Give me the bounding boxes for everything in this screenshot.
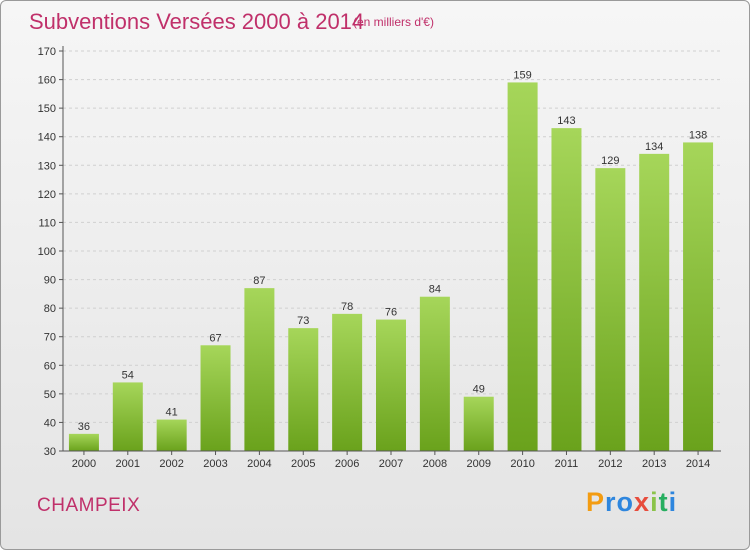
data-label: 143: [557, 115, 575, 127]
y-tick-label: 100: [38, 246, 56, 258]
y-tick-label: 90: [44, 275, 56, 287]
x-tick-label: 2002: [159, 458, 183, 470]
bar: [639, 153, 670, 451]
y-tick-label: 80: [44, 303, 56, 315]
data-label: 76: [385, 307, 397, 319]
data-label: 78: [341, 301, 353, 313]
data-label: 67: [209, 332, 221, 344]
bar: [156, 419, 187, 451]
logo-letter: t: [658, 487, 669, 517]
y-tick-label: 160: [38, 75, 56, 87]
chart-title: Subventions Versées 2000 à 2014: [29, 9, 365, 34]
data-label: 73: [297, 315, 309, 327]
proxiti-logo: Proxiti: [586, 487, 677, 518]
logo-letter: r: [605, 487, 617, 517]
x-tick-label: 2009: [466, 458, 490, 470]
y-tick-label: 110: [38, 217, 56, 229]
bar: [595, 168, 626, 451]
data-label: 159: [513, 69, 531, 81]
bar: [112, 382, 143, 451]
commune-name: CHAMPEIX: [37, 495, 141, 516]
data-label: 87: [253, 275, 265, 287]
logo-letter: x: [634, 487, 651, 517]
x-tick-label: 2004: [247, 458, 271, 470]
y-tick-label: 60: [44, 360, 56, 372]
data-label: 36: [78, 421, 90, 433]
x-tick-label: 2007: [379, 458, 403, 470]
data-label: 134: [645, 141, 663, 153]
bar: [332, 313, 363, 451]
y-tick-label: 50: [44, 389, 56, 401]
bar: [551, 128, 582, 451]
y-tick-label: 130: [38, 160, 56, 172]
bar: [68, 433, 99, 451]
data-label: 41: [166, 407, 178, 419]
y-tick-label: 70: [44, 332, 56, 344]
data-label: 49: [473, 384, 485, 396]
bar: [244, 288, 275, 451]
x-tick-label: 2006: [335, 458, 359, 470]
bar: [419, 296, 450, 451]
y-tick-label: 150: [38, 103, 56, 115]
bar: [683, 142, 714, 451]
chart-subtitle: (en milliers d'€): [353, 15, 434, 29]
x-tick-label: 2001: [116, 458, 140, 470]
x-tick-label: 2014: [686, 458, 710, 470]
y-tick-label: 140: [38, 132, 56, 144]
data-label: 54: [122, 369, 134, 381]
data-label: 84: [429, 284, 441, 296]
x-tick-label: 2003: [203, 458, 227, 470]
bar: [376, 319, 406, 451]
x-tick-label: 2011: [555, 458, 579, 470]
y-tick-label: 120: [38, 189, 56, 201]
logo-letter: i: [668, 487, 678, 517]
bar: [288, 328, 319, 451]
data-label: 129: [601, 155, 619, 167]
x-tick-label: 2008: [423, 458, 447, 470]
y-tick-label: 40: [44, 417, 56, 429]
bar: [507, 82, 538, 451]
x-tick-label: 2000: [72, 458, 96, 470]
x-tick-label: 2010: [510, 458, 534, 470]
bar: [463, 396, 494, 451]
x-tick-label: 2012: [598, 458, 622, 470]
data-label: 138: [689, 129, 707, 141]
x-tick-label: 2013: [642, 458, 666, 470]
x-tick-label: 2005: [291, 458, 315, 470]
logo-letter: P: [586, 487, 606, 517]
y-tick-label: 30: [44, 446, 56, 458]
logo-letter: i: [650, 487, 659, 517]
logo-letter: o: [616, 487, 635, 517]
y-tick-label: 170: [38, 46, 56, 58]
bar: [200, 345, 231, 451]
